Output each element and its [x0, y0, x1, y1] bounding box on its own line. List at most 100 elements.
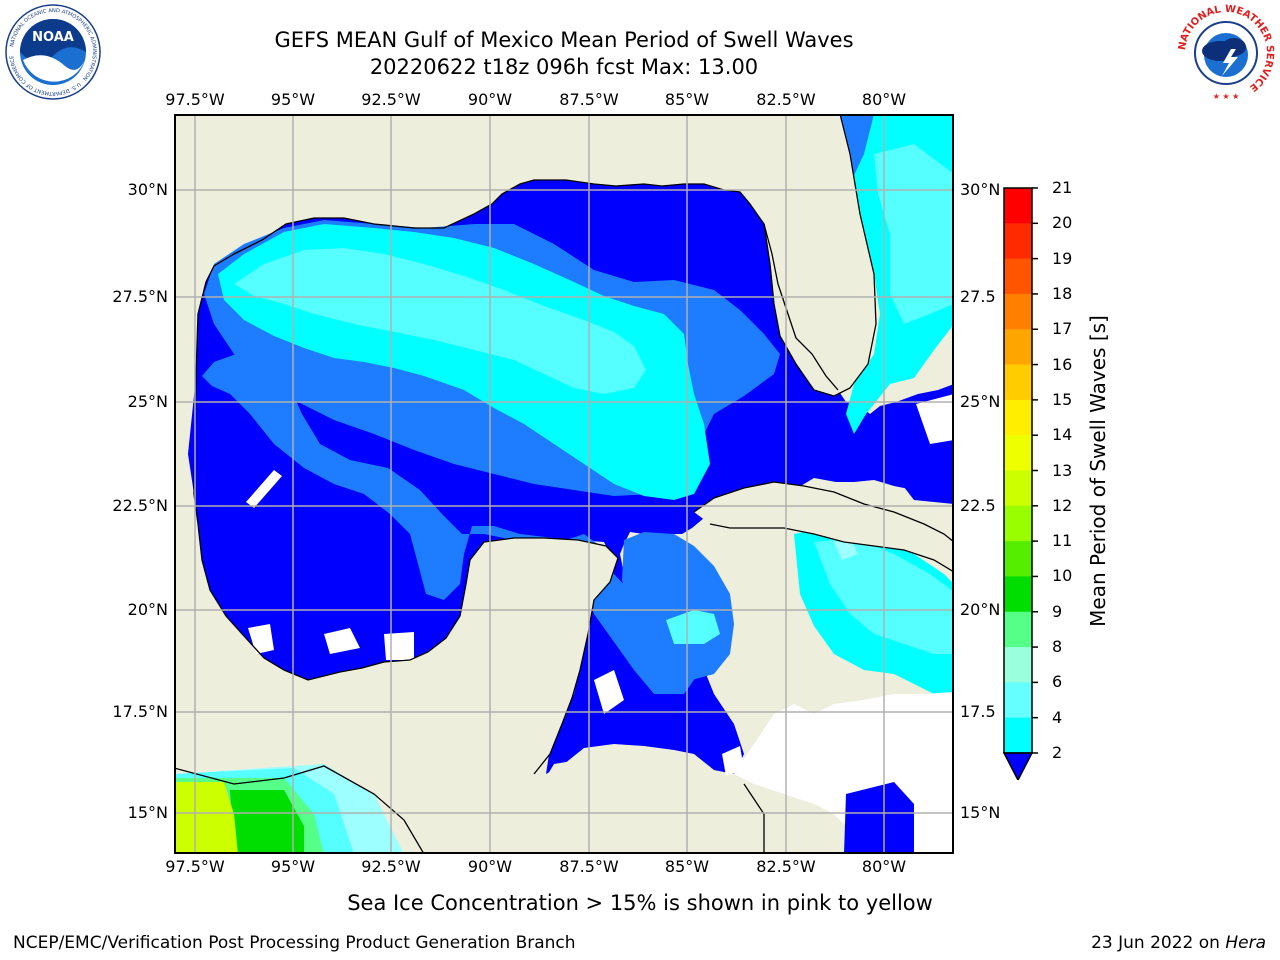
missing-data-patch	[246, 470, 282, 508]
nws-logo: NATIONAL WEATHER SERVICE ★ ★ ★	[1177, 4, 1275, 101]
colorbar-tick-label: 20	[1052, 213, 1073, 233]
colorbar-band	[1004, 647, 1032, 683]
lon-label-bottom: 80°W	[861, 857, 907, 876]
atlantic-light-cyan	[874, 144, 954, 324]
lat-label-left: 20°N	[127, 600, 168, 619]
colorbar-band	[1004, 682, 1032, 719]
colorbar-tick-label: 19	[1052, 248, 1073, 268]
colorbar-band	[1004, 541, 1032, 577]
colorbar-tick-label: 10	[1052, 566, 1073, 586]
chart-title: GEFS MEAN Gulf of Mexico Mean Period of …	[274, 28, 854, 52]
colorbar-tick-label: 16	[1052, 354, 1073, 374]
lon-label-bottom: 92.5°W	[361, 857, 421, 876]
colorbar-band	[1004, 223, 1032, 260]
central-america	[504, 754, 764, 854]
gulf-light-cyan	[234, 248, 646, 394]
gulf-mid-blue	[202, 354, 698, 694]
lon-label-bottom: 90°W	[467, 857, 513, 876]
florida-peninsula	[734, 114, 876, 396]
colorbar-tick-label: 11	[1052, 531, 1073, 551]
footer-credit: NCEP/EMC/Verification Post Processing Pr…	[13, 933, 576, 953]
missing-data-patch	[722, 746, 744, 776]
colorbar-band	[1004, 435, 1032, 471]
colorbar-band	[1004, 399, 1032, 436]
footer-date: 23 Jun 2022 on Hera	[1091, 933, 1266, 953]
pacific-green	[230, 790, 304, 854]
lat-label-right: 25°N	[960, 392, 1001, 411]
colorbar-tick-label: 15	[1052, 389, 1073, 409]
missing-data-patch	[594, 670, 624, 714]
footer-date-text: 23 Jun 2022 on	[1091, 933, 1220, 953]
colorbar-tick-label: 2	[1052, 743, 1063, 762]
lon-label-bottom: 95°W	[270, 857, 316, 876]
colorbar-tick-label: 18	[1052, 283, 1073, 303]
colorbar-under-triangle	[1002, 752, 1034, 780]
svg-text:★ ★ ★: ★ ★ ★	[1213, 92, 1240, 101]
lat-label-right: 20°N	[960, 600, 1001, 619]
colorbar-tick-label: 12	[1052, 495, 1073, 515]
colorbar-title: Mean Period of Swell Waves [s]	[1086, 315, 1110, 627]
yucatan-peninsula	[464, 538, 618, 774]
lon-label-top: 87.5°W	[559, 90, 619, 109]
colorbar-band	[1004, 717, 1032, 754]
pacific-yellow-green	[174, 782, 238, 854]
cuba-island	[694, 482, 954, 572]
colorbar-band	[1004, 188, 1032, 224]
graticule	[174, 114, 954, 854]
lat-label-left: 17.5°N	[112, 702, 168, 721]
chart-subtitle: 20220622 t18z 096h fcst Max: 13.00	[369, 55, 759, 79]
colorbar-tick-label: 4	[1052, 707, 1063, 727]
colorbar-band	[1004, 611, 1032, 648]
colorbar-band	[1004, 364, 1032, 401]
lon-label-top: 80°W	[861, 90, 907, 109]
lon-label-top: 82.5°W	[756, 90, 816, 109]
colorbar-band	[1004, 505, 1032, 542]
lat-label-right: 27.5	[960, 287, 996, 306]
lon-label-top: 95°W	[270, 90, 316, 109]
colorbar-band	[1004, 470, 1032, 507]
colorbar-band	[1004, 258, 1032, 295]
gulf-deep-blue	[844, 782, 914, 854]
colorbar-tick-label: 9	[1052, 601, 1063, 621]
lat-label-left: 15°N	[127, 803, 168, 822]
svg-text:NOAA: NOAA	[32, 30, 74, 45]
lon-label-bottom: 85°W	[664, 857, 710, 876]
missing-data-patch	[384, 632, 414, 660]
lon-label-top: 85°W	[664, 90, 710, 109]
colorbar-band	[1004, 293, 1032, 330]
lat-label-right: 30°N	[960, 180, 1001, 199]
colorbar-tick-label: 21	[1052, 178, 1073, 197]
lat-label-right: 15°N	[960, 803, 1001, 822]
lon-label-top: 92.5°W	[361, 90, 421, 109]
lat-label-left: 27.5°N	[112, 287, 168, 306]
missing-data-patch	[324, 628, 360, 654]
map-frame	[174, 114, 954, 854]
sea-ice-note: Sea Ice Concentration > 15% is shown in …	[347, 891, 933, 915]
footer-host: Hera	[1225, 933, 1266, 953]
lat-label-left: 30°N	[127, 180, 168, 199]
lon-label-top: 97.5°W	[165, 90, 225, 109]
colorbar-tick-label: 17	[1052, 319, 1073, 339]
colorbar-tick-label: 13	[1052, 460, 1073, 480]
colorbar-band	[1004, 329, 1032, 366]
lat-label-right: 17.5	[960, 702, 996, 721]
missing-data-patch	[248, 624, 274, 654]
lat-label-left: 25°N	[127, 392, 168, 411]
lon-label-bottom: 87.5°W	[559, 857, 619, 876]
lon-label-top: 90°W	[467, 90, 513, 109]
colorbar-tick-label: 8	[1052, 637, 1063, 657]
coastline	[174, 114, 954, 854]
lon-label-bottom: 82.5°W	[756, 857, 816, 876]
colorbar	[1002, 187, 1038, 780]
caribbean-mid-blue	[622, 532, 734, 682]
caribbean-light-cyan	[666, 610, 720, 644]
colorbar-tick-label: 6	[1052, 672, 1063, 692]
lat-label-left: 22.5°N	[112, 496, 168, 515]
lat-label-right: 22.5	[960, 496, 996, 515]
noaa-logo: NATIONAL OCEANIC AND ATMOSPHERIC ADMINIS…	[5, 4, 101, 100]
missing-data-patch	[916, 394, 954, 444]
lon-label-bottom: 97.5°W	[165, 857, 225, 876]
swell-period-map	[174, 114, 954, 854]
colorbar-tick-label: 14	[1052, 425, 1073, 445]
colorbar-band	[1004, 576, 1032, 613]
